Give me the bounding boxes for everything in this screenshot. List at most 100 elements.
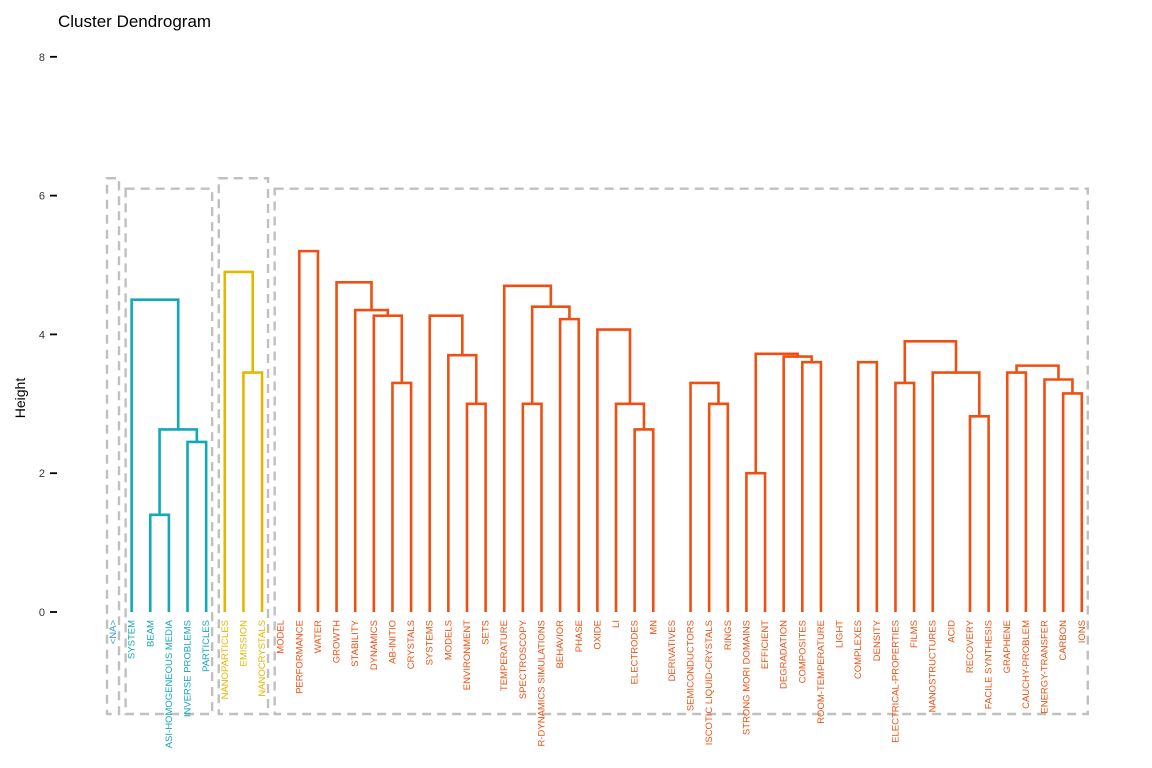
leaf-label: ASI-HOMOGENEOUS MEDIA xyxy=(164,619,175,748)
leaf-label: R-DYNAMICS SIMULATIONS xyxy=(536,620,547,747)
leaf-label: SETS xyxy=(481,620,492,645)
dendrogram-link xyxy=(391,381,413,612)
dendrogram-link xyxy=(447,353,478,612)
cluster-box xyxy=(105,177,121,716)
leaf-label: LIGHT xyxy=(835,620,846,648)
dendrogram-link xyxy=(353,308,390,612)
dendrogram-link xyxy=(242,371,264,612)
dendrogram-link xyxy=(931,371,981,612)
chart-title: Cluster Dendrogram xyxy=(58,12,211,31)
leaf-label: DENSITY xyxy=(872,619,883,661)
leaf-label: NANOCRYSTALS xyxy=(257,620,268,697)
leaf-label: DEGRADATION xyxy=(779,620,790,689)
dendrogram-link xyxy=(903,340,958,383)
leaf-label: SEMICONDUCTORS xyxy=(686,620,697,711)
leaf-label: BEAM xyxy=(145,620,156,647)
dendrogram-link xyxy=(521,402,543,612)
leaf-label: ISCOTIC LIQUID-CRYSTALS xyxy=(704,620,715,745)
leaf-label: ROOM-TEMPERATURE xyxy=(816,620,827,724)
dendrogram-link xyxy=(372,314,404,612)
dendrogram-link xyxy=(596,328,632,612)
leaf-label: CAUCHY-PROBLEM xyxy=(1021,620,1032,709)
leaf-label: COMPLEXES xyxy=(853,620,864,679)
cluster-boxes xyxy=(105,177,1089,716)
dendrogram-link xyxy=(186,440,208,612)
leaf-label: GROWTH xyxy=(332,620,343,663)
leaf-label: CARBON xyxy=(1058,620,1069,661)
dendrogram-link xyxy=(801,360,823,612)
leaf-label: ENERGY-TRANSFER xyxy=(1040,620,1051,714)
leaf-label: FACILE SYNTHESIS xyxy=(984,620,995,709)
cluster-box xyxy=(273,187,1089,716)
leaf-label: SYSTEM xyxy=(127,620,138,659)
leaf-label: ELECTRODES xyxy=(630,620,641,684)
dendrogram-link xyxy=(968,414,990,612)
leaf-label: MODELS xyxy=(443,620,454,660)
dendrogram-link xyxy=(782,355,813,612)
dendrogram-link xyxy=(707,402,730,612)
y-tick-label: 8 xyxy=(39,52,45,64)
dendrogram-link xyxy=(633,428,655,612)
leaf-label: PERFORMANCE xyxy=(294,620,305,694)
y-tick-label: 2 xyxy=(39,468,45,480)
dendrogram-link xyxy=(130,298,180,612)
dendrogram-link xyxy=(298,249,320,612)
leaf-label: SYSTEMS xyxy=(425,620,436,665)
leaf-label: GRAPHENE xyxy=(1002,620,1013,673)
leaf-label: ENVIRONMENT xyxy=(462,620,473,690)
leaf-label: COMPOSITES xyxy=(797,620,808,683)
leaf-label: TEMPERATURE xyxy=(499,620,510,691)
dendrogram-link xyxy=(335,281,373,612)
y-axis-label: Height xyxy=(12,378,28,419)
leaf-label: MODEL xyxy=(276,620,287,654)
leaf-label: STABILITY xyxy=(350,619,361,666)
dendrogram-link xyxy=(754,352,799,474)
cluster-box xyxy=(217,177,270,716)
leaf-label: STRONG MORI DOMAINS xyxy=(741,620,752,735)
dendrogram-link xyxy=(428,314,464,612)
dendrogram-link xyxy=(465,402,487,612)
leaf-label: EFFICIENT xyxy=(760,620,771,669)
leaf-label: OXIDE xyxy=(592,620,603,650)
leaf-label: RECOVERY xyxy=(965,619,976,673)
leaf-label: EMISSION xyxy=(238,620,249,667)
leaf-label: IONS xyxy=(1077,620,1088,643)
dendrogram-link xyxy=(745,471,767,612)
leaf-label: NANOPARTICLES xyxy=(220,620,231,699)
dendrogram-link xyxy=(856,360,879,612)
leaf-label: RINGS xyxy=(723,620,734,650)
leaf-label: ACID xyxy=(946,620,957,643)
leaf-label: SPECTROSCOPY xyxy=(518,619,529,699)
dendrogram-link xyxy=(1061,392,1084,612)
y-tick-label: 0 xyxy=(39,607,45,619)
cluster-box xyxy=(124,187,214,716)
leaf-label: FILMS xyxy=(909,620,920,648)
leaf-label: BEHAVIOR xyxy=(555,620,566,669)
dendrogram-link xyxy=(894,381,916,612)
leaf-label: <NA> xyxy=(108,620,119,645)
leaf-label: NANOSTRUCTURES xyxy=(928,620,939,712)
leaf-label: MN xyxy=(648,620,659,635)
dendrogram-link xyxy=(1005,371,1028,612)
dendrogram-link xyxy=(223,270,255,612)
leaf-label: AB-INITIO xyxy=(387,620,398,664)
dendrogram-link xyxy=(530,305,571,404)
y-tick-label: 6 xyxy=(39,191,45,203)
y-axis: 0 2 4 6 8 xyxy=(39,52,57,619)
leaf-label: PARTICLES xyxy=(201,620,212,672)
leaf-labels: <NA> SYSTEM BEAM ASI-HOMOGENEOUS MEDIA INVER… xyxy=(108,619,1088,748)
y-tick-label: 4 xyxy=(39,329,45,341)
leaf-label: LI xyxy=(611,620,622,628)
leaf-label: DYNAMICS xyxy=(369,620,380,670)
leaf-label: PHASE xyxy=(574,620,585,652)
dendrogram-link xyxy=(614,402,646,612)
dendrogram-link xyxy=(1015,364,1060,380)
dendrogram-link xyxy=(689,381,720,612)
dendrogram-links xyxy=(130,249,1084,612)
dendrogram-link xyxy=(502,284,553,612)
leaf-label: ELECTRICAL-PROPERTIES xyxy=(890,620,901,743)
leaf-label: DERIVATIVES xyxy=(667,620,678,681)
leaf-label: INVERSE PROBLEMS xyxy=(183,620,194,717)
leaf-label: WATER xyxy=(313,620,324,653)
